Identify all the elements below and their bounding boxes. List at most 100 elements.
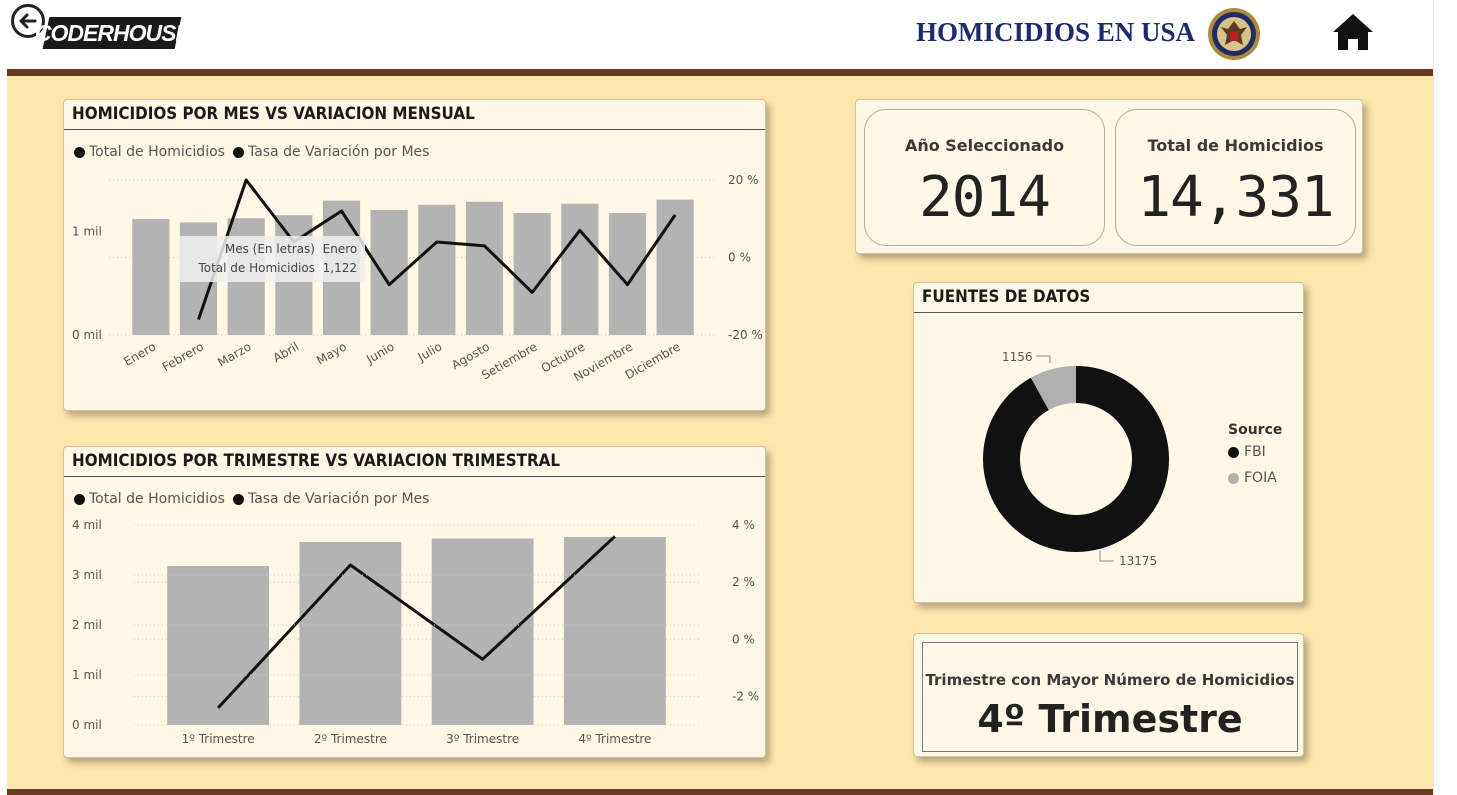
chart-tooltip: Mes (En letras) Enero Total de Homicidio… <box>179 236 366 282</box>
bar <box>608 213 647 335</box>
chart-legend[interactable]: Total de Homicidios Tasa de Variación po… <box>74 144 429 160</box>
x-tick-label: Junio <box>363 339 396 366</box>
leader-line <box>1099 551 1114 562</box>
y2-tick-label: 0 % <box>732 632 755 646</box>
donut-slice <box>983 366 1169 552</box>
donut-legend[interactable]: Source FBI FOIA <box>1228 422 1282 496</box>
year-kpi-value: 2014 <box>919 165 1051 230</box>
donut-slice <box>1030 366 1076 411</box>
footer-divider <box>7 789 1433 795</box>
y-tick-label: 1 mil <box>72 668 102 682</box>
doj-seal-icon <box>1208 8 1260 60</box>
x-tick-label: Mayo <box>314 339 349 367</box>
coderhouse-logo: CODERHOUSE <box>35 17 189 49</box>
legend-label: FBI <box>1244 444 1266 460</box>
y2-tick-label: 20 % <box>728 173 759 187</box>
back-button[interactable] <box>11 4 45 38</box>
top-quarter-value: 4º Trimestre <box>977 697 1243 741</box>
bar <box>132 219 170 335</box>
legend-label: Tasa de Variación por Mes <box>247 491 430 507</box>
y-tick-label: 4 mil <box>72 518 102 532</box>
legend-marker <box>1228 472 1239 484</box>
tooltip-value: Enero <box>322 242 358 256</box>
y-tick-label: 0 mil <box>72 328 102 342</box>
bar <box>418 204 456 335</box>
chart-legend[interactable]: Total de Homicidios Tasa de Variación po… <box>74 491 429 507</box>
y2-tick-label: 0 % <box>728 251 751 265</box>
legend-item-foia[interactable]: FOIA <box>1228 470 1282 486</box>
x-tick-label: 3º Trimestre <box>446 732 519 746</box>
x-tick-label: 1º Trimestre <box>182 732 255 746</box>
y-tick-label: 0 mil <box>72 718 102 732</box>
bar <box>167 566 270 725</box>
series-line <box>197 178 677 320</box>
report-canvas: HOMICIDIOS POR MES VS VARIACION MENSUAL … <box>7 76 1433 789</box>
legend-label: Total de Homicidios <box>89 144 225 160</box>
x-tick-label: Enero <box>121 339 158 368</box>
kpi-card: Año Seleccionado 2014 Total de Homicidio… <box>855 99 1363 254</box>
legend-label: FOIA <box>1244 470 1277 486</box>
total-kpi: Total de Homicidios 14,331 <box>1115 109 1356 246</box>
total-kpi-label: Total de Homicidios <box>1147 136 1324 155</box>
legend-item-fbi[interactable]: FBI <box>1228 444 1282 460</box>
bar <box>431 538 534 725</box>
card-title-rule <box>64 476 765 477</box>
legend-marker <box>232 146 244 158</box>
card-title: FUENTES DE DATOS <box>922 287 1091 306</box>
legend-title: Source <box>1228 422 1283 438</box>
y2-tick-label: -20 % <box>728 328 763 342</box>
bar <box>465 201 504 335</box>
legend-label: Total de Homicidios <box>89 491 225 507</box>
legend-marker <box>232 493 244 505</box>
year-kpi-label: Año Seleccionado <box>904 136 1065 155</box>
bar <box>656 199 694 335</box>
y2-tick-label: 2 % <box>732 575 755 589</box>
slice-label: 13175 <box>1119 554 1157 568</box>
card-title: HOMICIDIOS POR MES VS VARIACION MENSUAL <box>72 104 475 123</box>
tooltip-row: Mes (En letras) Enero <box>187 240 357 259</box>
slice-label: 1156 <box>1002 350 1033 364</box>
x-tick-label: Julio <box>415 339 445 364</box>
legend-marker <box>1228 446 1239 458</box>
legend-label: Tasa de Variación por Mes <box>247 144 430 160</box>
x-tick-label: Marzo <box>215 339 253 369</box>
bar <box>563 537 666 725</box>
x-tick-label: 2º Trimestre <box>314 732 387 746</box>
header-divider <box>7 69 1433 76</box>
header-bar: CODERHOUSE HOMICIDIOS EN USA <box>0 0 1433 70</box>
right-strip <box>1433 0 1457 795</box>
x-tick-label: Abril <box>271 339 302 365</box>
x-tick-label: Febrero <box>160 339 206 374</box>
x-tick-label: 4º Trimestre <box>578 732 651 746</box>
sources-card[interactable]: FUENTES DE DATOS 1156 13175 Source FBI FO… <box>913 282 1304 603</box>
top-quarter-frame: Trimestre con Mayor Número de Homicidios… <box>922 642 1298 752</box>
card-title: HOMICIDIOS POR TRIMESTRE VS VARIACION TR… <box>72 451 561 470</box>
total-kpi-value: 14,331 <box>1137 165 1334 230</box>
top-quarter-card: Trimestre con Mayor Número de Homicidios… <box>913 633 1304 757</box>
y2-tick-label: 4 % <box>732 518 755 532</box>
bar <box>299 542 402 725</box>
year-kpi: Año Seleccionado 2014 <box>864 109 1105 246</box>
series-line <box>217 535 616 709</box>
legend-marker <box>74 493 85 505</box>
monthly-chart-card[interactable]: HOMICIDIOS POR MES VS VARIACION MENSUAL … <box>63 99 766 411</box>
y-tick-label: 1 mil <box>72 225 102 239</box>
tooltip-label: Total de Homicidios <box>198 261 315 275</box>
quarterly-chart-card[interactable]: HOMICIDIOS POR TRIMESTRE VS VARIACION TR… <box>63 446 766 758</box>
card-title-rule <box>914 312 1303 313</box>
y2-tick-label: -2 % <box>732 689 759 703</box>
tooltip-value: 1,122 <box>322 261 357 275</box>
tooltip-label: Mes (En letras) <box>224 242 315 256</box>
legend-marker <box>74 146 85 158</box>
top-quarter-label: Trimestre con Mayor Número de Homicidios <box>925 671 1295 689</box>
quarterly-chart[interactable]: 4 mil 3 mil 2 mil 1 mil 0 mil 4 % 2 % 0 % -2 % 1º… <box>64 447 767 759</box>
y-tick-label: 2 mil <box>72 618 102 632</box>
bar <box>561 203 599 335</box>
back-arrow-icon <box>19 13 37 29</box>
sources-donut-chart[interactable]: 1156 13175 <box>914 283 1214 604</box>
home-icon[interactable] <box>1331 12 1375 52</box>
leader-line <box>1036 355 1051 363</box>
page-title: HOMICIDIOS EN USA <box>916 17 1196 47</box>
